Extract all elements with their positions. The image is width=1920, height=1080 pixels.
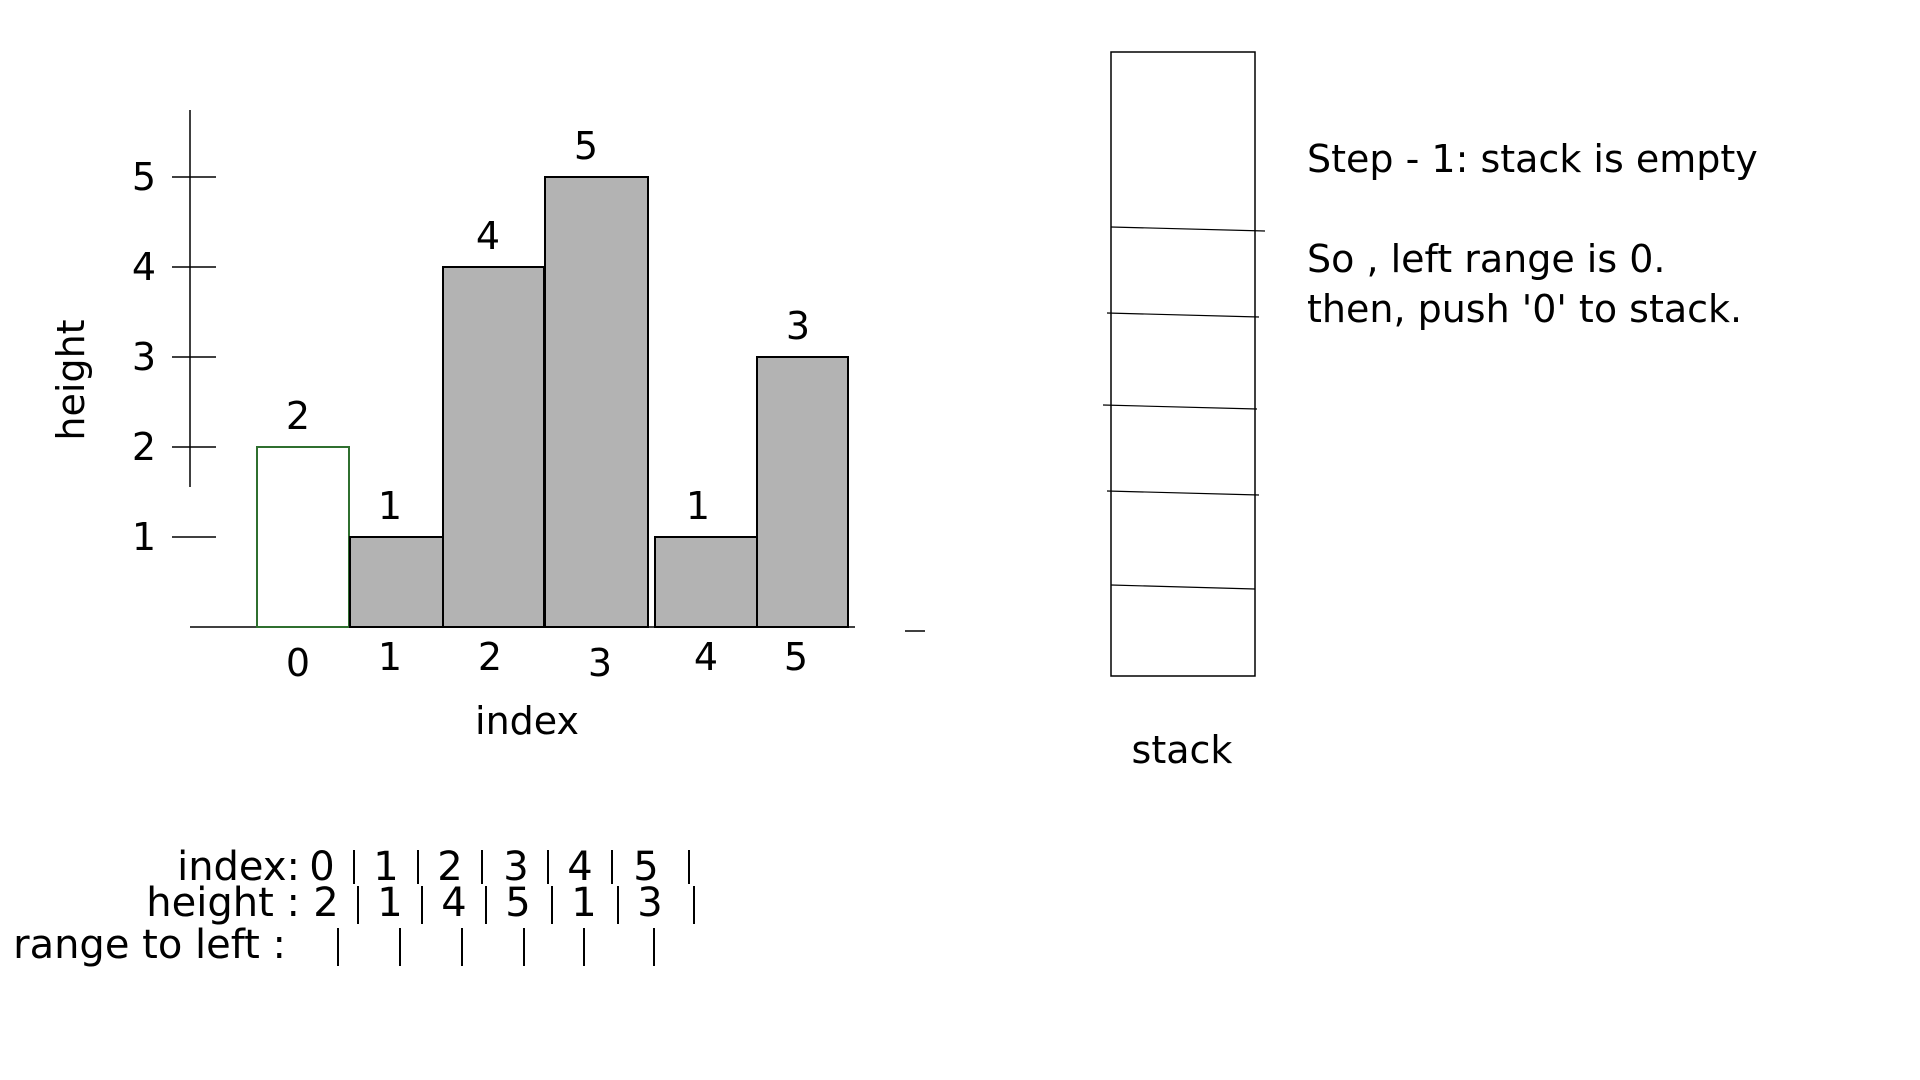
bar: [756, 356, 849, 628]
x-tick-label: 4: [694, 635, 718, 679]
bar-value-label: 4: [476, 214, 500, 258]
stack-diagram: stack: [1102, 51, 1266, 772]
data-table: index: height : range to left : 0 1 2 3 4 52 1…: [13, 844, 695, 968]
table-cells: 0 1 2 3 4 52 1 4 5 1 3: [309, 844, 695, 966]
step-notes: Step - 1: stack is empty So , left range…: [1307, 137, 1758, 331]
x-tick-label: 2: [478, 635, 502, 679]
bar-value-label: 1: [686, 484, 710, 528]
table-cell: 1: [377, 880, 402, 926]
table-cell: 5: [633, 844, 658, 890]
x-tick-label: 5: [784, 635, 808, 679]
stack-slot-divider: [1106, 312, 1260, 318]
stack-slot-divider: [1106, 490, 1260, 496]
x-tick-label: 3: [588, 641, 612, 685]
y-ticks: 1 2 3 4 5: [132, 155, 216, 559]
x-tick-label: 1: [378, 635, 402, 679]
table-cell: 3: [503, 844, 528, 890]
table-cell: 0: [309, 844, 334, 890]
table-height-label: height :: [146, 880, 300, 926]
x-tick-labels: 0 1 2 3 4 5: [286, 635, 808, 685]
stack-container: [1110, 51, 1256, 677]
bar-value-label: 2: [286, 394, 310, 438]
bar-value-labels: 2 1 4 5 1 3: [286, 124, 810, 528]
table-cell: 5: [505, 880, 530, 926]
y-tick-label: 3: [132, 335, 156, 379]
bar: [544, 176, 649, 628]
y-tick-label: 1: [132, 515, 156, 559]
bar: [654, 536, 758, 628]
stack-slot-divider: [1110, 226, 1266, 232]
table-cell: 1: [571, 880, 596, 926]
bars: [256, 176, 849, 628]
bar: [256, 446, 350, 628]
note-line-2: So , left range is 0.: [1307, 237, 1666, 281]
y-tick-label: 4: [132, 245, 156, 289]
stack-slot-divider: [1110, 584, 1256, 590]
table-cell: 1: [373, 844, 398, 890]
stack-label: stack: [1132, 728, 1233, 772]
bar-value-label: 1: [378, 484, 402, 528]
stack-slot-divider: [1102, 404, 1258, 410]
table-cell: 2: [437, 844, 462, 890]
table-cell: 3: [637, 880, 662, 926]
histogram-chart: 1 2 3 4 5 2 1 4 5 1 3 0 1 2 3 4 5 index height: [49, 110, 925, 743]
x-tick-label: 0: [286, 641, 310, 685]
bar: [442, 266, 545, 628]
bar-value-label: 3: [786, 304, 810, 348]
table-cell: 4: [567, 844, 592, 890]
note-line-3: then, push '0' to stack.: [1307, 287, 1742, 331]
y-tick-label: 2: [132, 425, 156, 469]
y-axis-title: height: [49, 319, 93, 440]
y-tick-label: 5: [132, 155, 156, 199]
table-index-label: index:: [177, 844, 300, 890]
x-axis-title: index: [475, 699, 579, 743]
table-range-label: range to left :: [13, 922, 286, 968]
bar-value-label: 5: [574, 124, 598, 168]
bar: [349, 536, 444, 628]
table-cell: 4: [441, 880, 466, 926]
note-line-1: Step - 1: stack is empty: [1307, 137, 1758, 181]
table-cell: 2: [313, 880, 338, 926]
